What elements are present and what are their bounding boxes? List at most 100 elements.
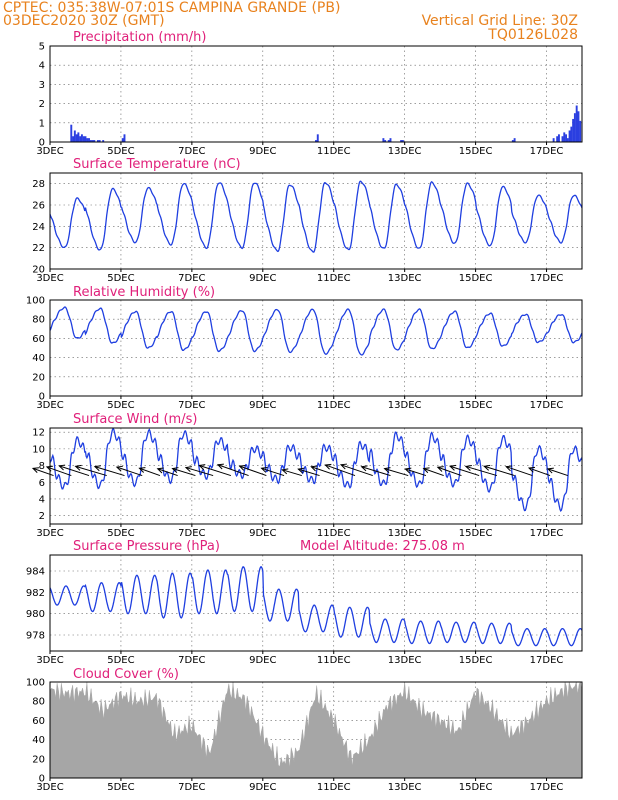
pres-ytick-label: 980 (26, 609, 45, 620)
wind-frame (49, 427, 583, 525)
cloud-ytick-label: 40 (32, 735, 45, 746)
pres-ytick-label: 978 (26, 631, 45, 642)
rh-ytick-label: 20 (32, 372, 45, 383)
precip-xtick-label: 11DEC (317, 146, 351, 157)
cloud-xtick-label: 9DEC (249, 782, 276, 793)
wind-xtick-label: 9DEC (249, 528, 276, 539)
pres-xtick-label: 11DEC (317, 655, 351, 666)
temp-xtick-label: 3DEC (36, 273, 63, 284)
cloud-ytick-label: 80 (32, 697, 45, 708)
rh-frame (49, 299, 583, 397)
wind-vector-head (527, 466, 536, 473)
wind-vector-head (138, 467, 146, 473)
precip-ytick-label: 4 (39, 61, 45, 72)
cloud-xtick-label: 15DEC (459, 782, 493, 793)
rh-xtick-label: 17DEC (530, 400, 564, 411)
wind-vector (116, 466, 143, 477)
pres-series-line (49, 566, 583, 647)
precip-ytick-label: 3 (39, 80, 45, 91)
precip-bar (511, 140, 514, 142)
station-header: CPTEC: 035:38W-07:01S CAMPINA GRANDE (PB… (3, 0, 340, 16)
pres-xtick-label: 15DEC (459, 655, 493, 666)
precip-bar (316, 134, 319, 142)
wind-vector (484, 465, 515, 477)
cloud-ytick-label: 20 (32, 754, 45, 765)
precip-xtick-label: 9DEC (249, 146, 276, 157)
temp-xtick-label: 15DEC (459, 273, 493, 284)
wind-vector (94, 466, 125, 477)
wind-vector (449, 465, 480, 477)
precip-ytick-label: 1 (39, 118, 45, 129)
wind-vector-head (93, 465, 101, 472)
cloud-xtick-label: 7DEC (178, 782, 205, 793)
precip-bar (568, 130, 571, 142)
precip-bar (75, 134, 78, 142)
temp-frame (49, 172, 583, 270)
precip-bar (387, 140, 390, 142)
precip-bar (96, 140, 99, 142)
precip-bar (91, 140, 94, 142)
precip-xtick-label: 5DEC (107, 146, 134, 157)
rh-xtick-label: 11DEC (317, 400, 351, 411)
wind-vector (239, 465, 267, 477)
wind-vector (528, 467, 551, 477)
pres-xtick-label: 13DEC (388, 655, 422, 666)
precip-bar (513, 138, 516, 142)
cloud-ytick-label: 0 (39, 774, 45, 785)
wind-vector (139, 467, 161, 477)
wind-xtick-label: 11DEC (317, 528, 351, 539)
precip-bar (561, 136, 564, 142)
cloud-title: Cloud Cover (%) (73, 667, 179, 682)
pres-xtick-label: 5DEC (107, 655, 134, 666)
precip-bar (102, 140, 105, 142)
precip-bar (121, 138, 124, 142)
precip-bar (384, 140, 387, 142)
wind-vector (405, 468, 427, 477)
cloud-ytick-label: 60 (32, 716, 45, 727)
model-id: TQ0126L028 (487, 27, 578, 43)
wind-vector (384, 468, 409, 477)
precip-xtick-label: 3DEC (36, 146, 63, 157)
rh-xtick-label: 9DEC (249, 400, 276, 411)
wind-vector-head (198, 464, 206, 470)
rh-ytick-label: 0 (39, 392, 45, 403)
precip-bar (72, 136, 75, 142)
pres-xtick-label: 17DEC (530, 655, 564, 666)
grid-line-note: Vertical Grid Line: 30Z (422, 13, 578, 29)
wind-ytick-label: 6 (39, 478, 45, 489)
pres-xtick-label: 7DEC (178, 655, 205, 666)
precip-title: Precipitation (mm/h) (73, 30, 206, 45)
wind-vector-head (297, 467, 305, 474)
precip-bar (82, 136, 85, 142)
temp-ytick-label: 22 (32, 243, 45, 254)
rh-ytick-label: 60 (32, 334, 45, 345)
precip-bar (88, 138, 90, 142)
wind-vector-head (360, 465, 368, 472)
precip-bar (89, 140, 92, 142)
wind-vector-head (339, 463, 348, 470)
wind-vector-head (184, 466, 192, 472)
precip-bar (70, 124, 73, 142)
temp-series-line (49, 180, 583, 253)
wind-vector (185, 467, 214, 477)
wind-vector-head (436, 466, 444, 472)
temp-ytick-label: 28 (32, 179, 45, 190)
precip-bar (401, 140, 404, 142)
wind-vector-head (464, 464, 472, 471)
wind-vector (437, 466, 462, 477)
cloud-area (49, 681, 583, 779)
wind-vector (157, 468, 178, 477)
pres-ytick-label: 982 (26, 588, 45, 599)
wind-vector (547, 468, 568, 477)
precip-bar (84, 136, 87, 142)
wind-vector-head (58, 464, 66, 471)
precip-ytick-label: 2 (39, 99, 45, 110)
temp-title: Surface Temperature (nC) (73, 157, 241, 172)
precip-bar (563, 132, 566, 142)
rh-title: Relative Humidity (%) (73, 285, 215, 300)
temp-xtick-label: 13DEC (388, 273, 422, 284)
rh-ytick-label: 100 (26, 296, 45, 307)
temp-xtick-label: 9DEC (249, 273, 276, 284)
wind-ytick-label: 10 (32, 444, 45, 455)
